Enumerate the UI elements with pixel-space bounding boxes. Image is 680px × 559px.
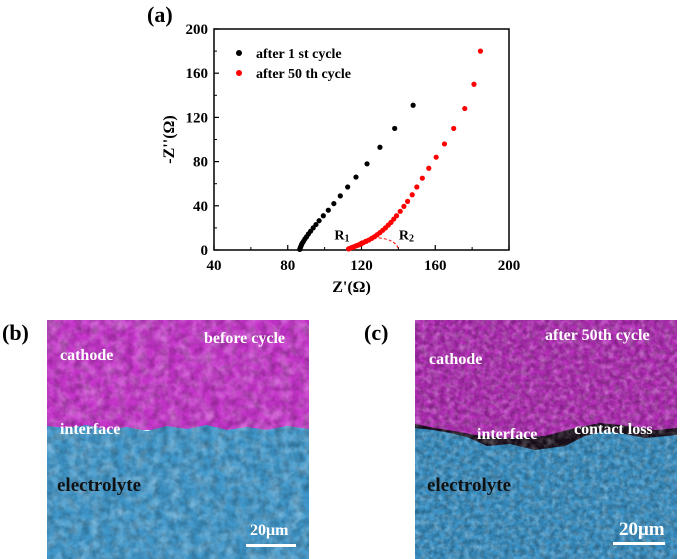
annotation-r1: R1 xyxy=(334,228,349,244)
annotation-subscript: 2 xyxy=(409,233,414,244)
point-series-1 xyxy=(345,184,351,190)
legend-marker xyxy=(236,70,242,76)
x-tick-label: 160 xyxy=(424,258,447,274)
y-tick-label: 80 xyxy=(193,155,208,171)
x-tick-label: 80 xyxy=(280,258,295,274)
x-tick-label: 200 xyxy=(498,258,521,274)
point-series-2 xyxy=(426,165,432,171)
point-series-2 xyxy=(462,105,468,112)
point-series-1 xyxy=(410,102,416,108)
cathode-label: cathode xyxy=(60,347,114,364)
point-series-2 xyxy=(419,175,425,181)
point-series-2 xyxy=(451,125,457,132)
nyquist-chart: 40 80 120 160 20004080120160200Z'(Ω)-Z''(Ω)a… xyxy=(161,22,521,296)
scale-bar xyxy=(613,542,665,545)
point-series-1 xyxy=(377,144,383,150)
point-series-1 xyxy=(316,218,322,224)
x-tick-label: 40 xyxy=(207,258,222,274)
point-series-2 xyxy=(414,184,420,190)
y-tick-label: 200 xyxy=(186,22,209,38)
y-axis-label: -Z''(Ω) xyxy=(161,115,178,163)
point-series-2 xyxy=(471,81,477,87)
point-series-2 xyxy=(441,141,448,147)
electrolyte-label: electrolyte xyxy=(427,475,512,496)
point-series-2 xyxy=(393,213,400,219)
plot-frame xyxy=(213,28,510,251)
point-series-1 xyxy=(353,174,359,180)
legend-marker xyxy=(236,50,242,56)
point-series-1 xyxy=(364,161,370,167)
point-series-1 xyxy=(337,193,343,199)
y-tick-label: 40 xyxy=(193,199,208,215)
annotation-subscript: 1 xyxy=(345,233,350,244)
point-series-2 xyxy=(433,154,439,160)
legend-label: after 1 st cycle xyxy=(256,47,342,62)
y-tick-label: 120 xyxy=(186,110,209,126)
scale-bar xyxy=(246,544,296,547)
point-series-1 xyxy=(313,221,319,228)
scale-label: 20μm xyxy=(250,522,289,539)
scale-label: 20μm xyxy=(619,519,665,540)
point-series-1 xyxy=(325,207,331,213)
interface-label: interface xyxy=(60,421,121,438)
panel-c-letter: (c) xyxy=(364,320,389,345)
state-label: after 50th cycle xyxy=(545,327,650,344)
legend-label: after 50 th cycle xyxy=(256,67,351,82)
state-label: before cycle xyxy=(204,330,285,347)
x-axis-label: Z'(Ω) xyxy=(332,279,371,296)
y-tick-label: 0 xyxy=(201,243,209,259)
panel-b-letter: (b) xyxy=(2,320,29,345)
electrolyte-label: electrolyte xyxy=(57,475,142,496)
panel-a-letter: (a) xyxy=(147,2,173,27)
cathode-label: cathode xyxy=(429,351,483,368)
point-series-2 xyxy=(409,192,415,198)
x-tick-label: 120 xyxy=(350,258,373,274)
point-series-1 xyxy=(392,125,398,132)
interface-label: interface xyxy=(477,426,538,443)
point-series-2 xyxy=(404,198,411,204)
y-tick-label: 160 xyxy=(186,66,209,82)
point-series-1 xyxy=(331,200,337,207)
contact-loss-label: contact loss xyxy=(574,421,653,438)
annotation-r2: R2 xyxy=(399,228,414,244)
point-series-2 xyxy=(397,208,403,214)
point-series-2 xyxy=(401,203,407,209)
sem-image-before-cycle: cathode before cycle interface electroly… xyxy=(47,320,309,559)
point-series-1 xyxy=(320,213,326,219)
sem-image-after-cycle: after 50th cycle cathode interface conta… xyxy=(415,320,677,559)
point-series-2 xyxy=(477,48,484,54)
